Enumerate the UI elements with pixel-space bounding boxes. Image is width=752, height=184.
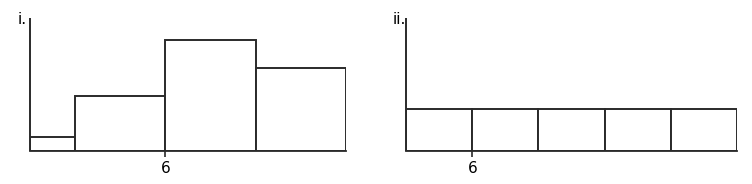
FancyBboxPatch shape bbox=[256, 68, 346, 151]
FancyBboxPatch shape bbox=[406, 109, 472, 151]
FancyBboxPatch shape bbox=[472, 109, 538, 151]
Text: ii.: ii. bbox=[393, 12, 406, 27]
FancyBboxPatch shape bbox=[605, 109, 671, 151]
FancyBboxPatch shape bbox=[165, 40, 256, 151]
Text: i.: i. bbox=[17, 12, 26, 27]
FancyBboxPatch shape bbox=[30, 137, 75, 151]
FancyBboxPatch shape bbox=[75, 96, 165, 151]
FancyBboxPatch shape bbox=[671, 109, 737, 151]
FancyBboxPatch shape bbox=[538, 109, 605, 151]
